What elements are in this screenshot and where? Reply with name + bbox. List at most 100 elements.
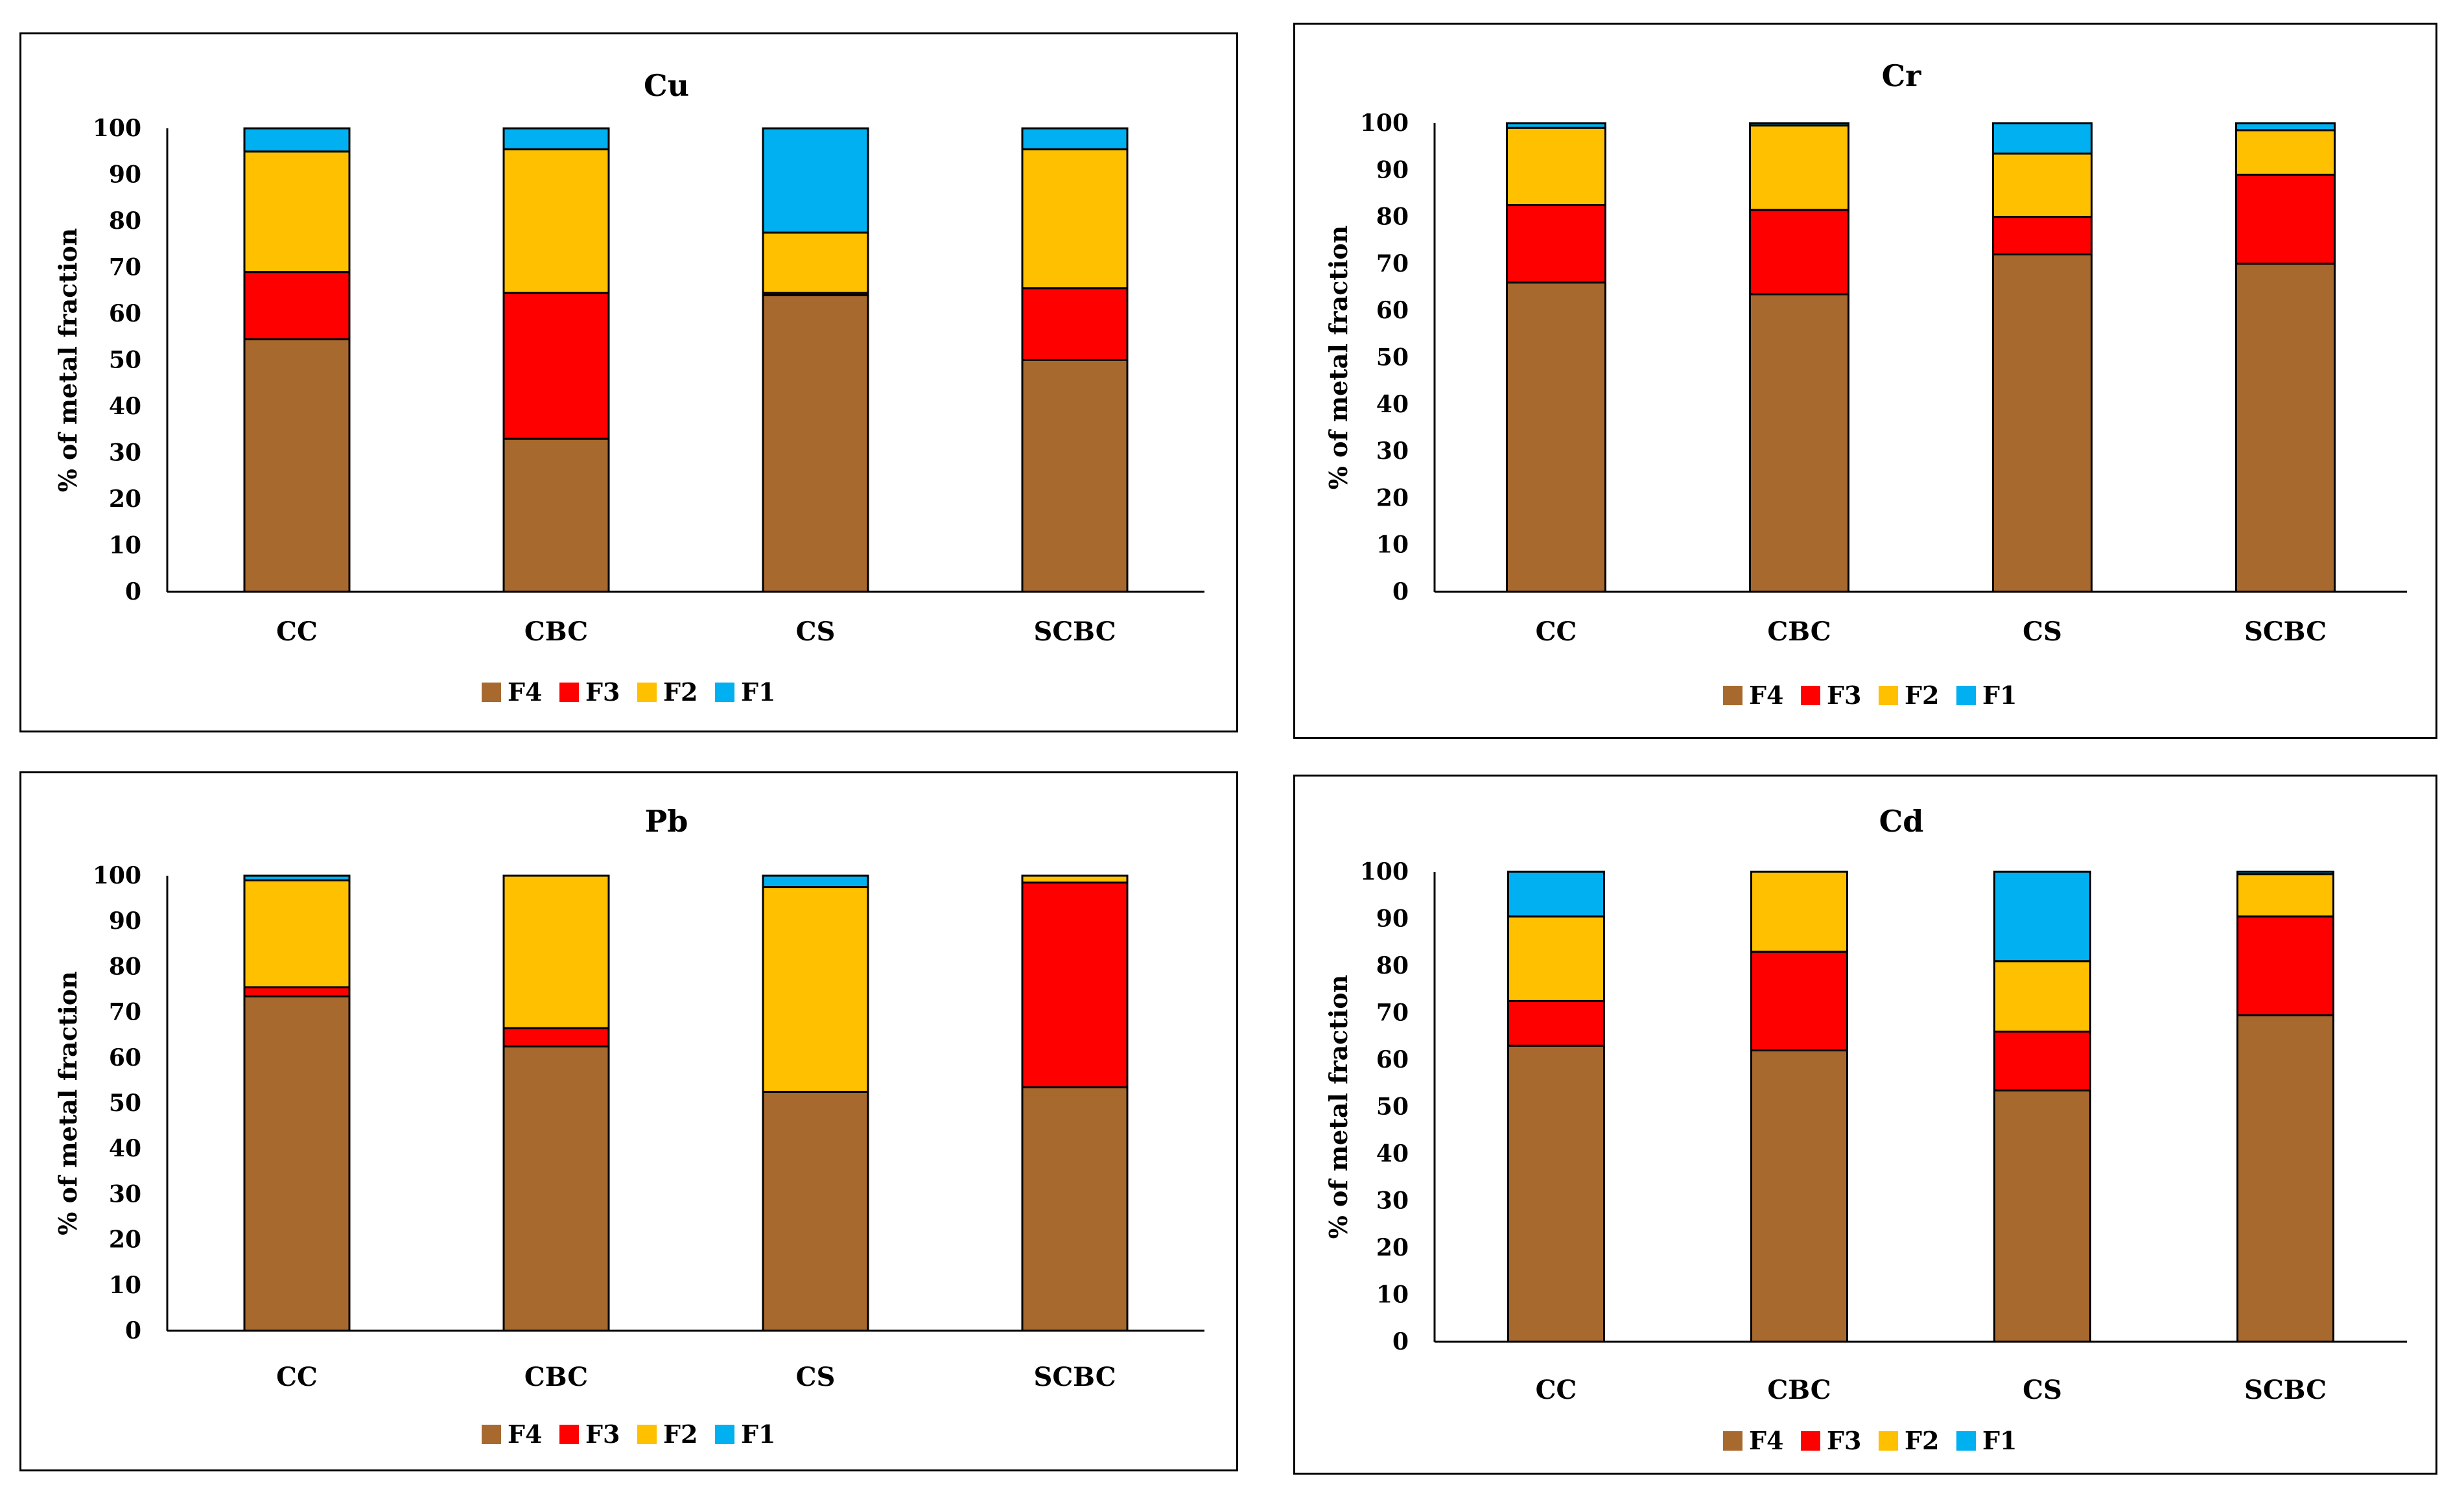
legend-label: F2 bbox=[663, 677, 698, 707]
bar-segment-f4-cbc bbox=[1749, 293, 1849, 593]
legend-label: F3 bbox=[1827, 681, 1861, 710]
y-tick-label: 80 bbox=[109, 953, 141, 980]
y-axis-label: % of metal fraction bbox=[53, 228, 82, 493]
x-category-label: CBC bbox=[1767, 616, 1831, 647]
bar-segment-f3-cbc bbox=[1750, 950, 1848, 1051]
legend-swatch-f3 bbox=[1801, 686, 1820, 705]
legend-swatch-f4 bbox=[1723, 1431, 1742, 1451]
bar-segment-f1-cs bbox=[1992, 122, 2093, 155]
y-tick-label: 90 bbox=[1376, 906, 1409, 933]
x-category-label: SCBC bbox=[1033, 616, 1116, 647]
chart-cd: Cd % of metal fraction 0 10 20 30 40 50 60 70 80 90… bbox=[1324, 804, 2407, 1455]
chart-pb: Pb % of metal fraction 0 10 20 30 40 50 60 70 80 90… bbox=[53, 804, 1204, 1449]
bar-segment-f1-cbc bbox=[1749, 122, 1849, 127]
y-tick-label: 40 bbox=[109, 1135, 141, 1162]
legend-swatch-f3 bbox=[559, 683, 579, 702]
y-tick-label: 70 bbox=[109, 999, 141, 1026]
y-tick-label: 30 bbox=[109, 439, 141, 467]
y-tick-label: 80 bbox=[109, 207, 141, 235]
bar-segment-f4-cbc bbox=[1750, 1049, 1848, 1343]
legend-swatch-f4 bbox=[482, 1425, 501, 1444]
legend-swatch-f2 bbox=[1879, 1431, 1898, 1451]
y-tick-label: 100 bbox=[93, 115, 141, 142]
legend-label: F4 bbox=[1749, 1426, 1783, 1455]
y-tick-label: 90 bbox=[109, 907, 141, 935]
y-axis-label: % of metal fraction bbox=[53, 971, 82, 1235]
y-tick-label: 90 bbox=[109, 161, 141, 189]
y-tick-label: 10 bbox=[1376, 1281, 1409, 1309]
y-tick-label: 0 bbox=[125, 1317, 141, 1344]
legend-label: F4 bbox=[1749, 681, 1783, 710]
y-tick-label: 60 bbox=[1376, 1046, 1409, 1073]
chart-title: Pb bbox=[645, 804, 688, 839]
bar-segment-f1-scbc bbox=[2236, 871, 2334, 876]
bar-segment-f4-scbc bbox=[2235, 263, 2336, 593]
y-tick-label: 20 bbox=[1376, 484, 1409, 511]
bar-segment-f4-cbc bbox=[502, 438, 610, 593]
bar-segment-f3-scbc bbox=[2235, 174, 2336, 265]
x-category-label: SCBC bbox=[2244, 616, 2327, 647]
y-tick-label: 50 bbox=[109, 347, 141, 374]
bar-segment-f2-cbc bbox=[502, 874, 610, 1029]
y-tick-label: 80 bbox=[1376, 952, 1409, 979]
y-tick-label: 40 bbox=[1376, 391, 1409, 418]
bar-segment-f4-cs bbox=[1993, 1089, 2091, 1343]
bar-segment-f2-cc bbox=[243, 879, 351, 988]
y-tick-label: 80 bbox=[1376, 204, 1409, 231]
x-category-label: CC bbox=[1536, 1375, 1577, 1405]
legend-swatch-f3 bbox=[559, 1425, 579, 1444]
bar-segment-f1-scbc bbox=[1021, 127, 1129, 150]
bar-segment-f1-cbc bbox=[502, 127, 610, 150]
chart-panel-cu: Cu % of metal fraction 0 10 20 30 40 50 60 70 80 90… bbox=[19, 32, 1238, 732]
bar-segment-f2-cbc bbox=[1750, 871, 1848, 953]
bar-segment-f2-cc bbox=[243, 150, 351, 274]
x-category-label: CBC bbox=[524, 616, 588, 647]
x-category-label: CC bbox=[276, 616, 318, 647]
bar-segment-f4-cs bbox=[1992, 253, 2093, 593]
y-tick-label: 10 bbox=[109, 1272, 141, 1299]
bar-segment-f3-cc bbox=[1506, 204, 1606, 284]
legend-swatch-f1 bbox=[715, 683, 734, 702]
x-category-label: SCBC bbox=[2244, 1375, 2327, 1405]
y-axis-label: % of metal fraction bbox=[1324, 975, 1353, 1239]
legend-label: F1 bbox=[1982, 681, 2017, 710]
chart-title: Cd bbox=[1879, 804, 1924, 839]
legend-swatch-f1 bbox=[715, 1425, 734, 1444]
bar-segment-f2-cc bbox=[1506, 126, 1606, 207]
bar-segment-f3-scbc bbox=[2236, 915, 2334, 1016]
bar-segment-f2-scbc bbox=[2236, 873, 2334, 918]
x-category-label: CC bbox=[276, 1362, 318, 1392]
bar-segment-f1-cc bbox=[1506, 122, 1606, 129]
bar-segment-f4-cc bbox=[243, 995, 351, 1332]
legend-swatch-f3 bbox=[1801, 1431, 1820, 1451]
y-tick-label: 50 bbox=[109, 1090, 141, 1117]
chart-title: Cu bbox=[644, 68, 689, 103]
y-tick-label: 10 bbox=[109, 532, 141, 559]
bar-segment-f3-cbc bbox=[1749, 209, 1849, 296]
x-category-label: SCBC bbox=[1033, 1362, 1116, 1392]
bar-segment-f2-scbc bbox=[1021, 874, 1129, 884]
bar-segment-f4-cbc bbox=[502, 1045, 610, 1332]
chart-panel-cr: Cr % of metal fraction 0 10 20 30 40 50 60 70 80 90… bbox=[1293, 23, 2437, 739]
bar-segment-f4-cc bbox=[243, 338, 351, 593]
legend-label: F2 bbox=[663, 1420, 698, 1449]
y-tick-label: 20 bbox=[1376, 1234, 1409, 1261]
bar-segment-f4-scbc bbox=[2236, 1014, 2334, 1343]
bar-segment-f1-cs bbox=[1993, 871, 2091, 963]
y-tick-label: 70 bbox=[1376, 1000, 1409, 1027]
legend-label: F3 bbox=[585, 1420, 620, 1449]
y-tick-label: 60 bbox=[109, 300, 141, 327]
y-tick-label: 70 bbox=[1376, 250, 1409, 277]
y-tick-label: 60 bbox=[1376, 297, 1409, 324]
legend-swatch-f2 bbox=[637, 1425, 657, 1444]
bar-segment-f1-cs bbox=[762, 874, 869, 889]
bar-segment-f3-cc bbox=[1507, 1000, 1605, 1047]
bar-segment-f3-cs bbox=[1993, 1031, 2091, 1092]
y-tick-label: 100 bbox=[1360, 110, 1409, 137]
bar-segment-f1-scbc bbox=[2235, 122, 2336, 132]
bar-segment-f2-cs bbox=[1992, 152, 2093, 218]
y-tick-label: 90 bbox=[1376, 156, 1409, 183]
y-tick-label: 0 bbox=[1392, 578, 1409, 605]
x-category-label: CS bbox=[2023, 616, 2062, 647]
bar-segment-f4-cc bbox=[1506, 281, 1606, 593]
